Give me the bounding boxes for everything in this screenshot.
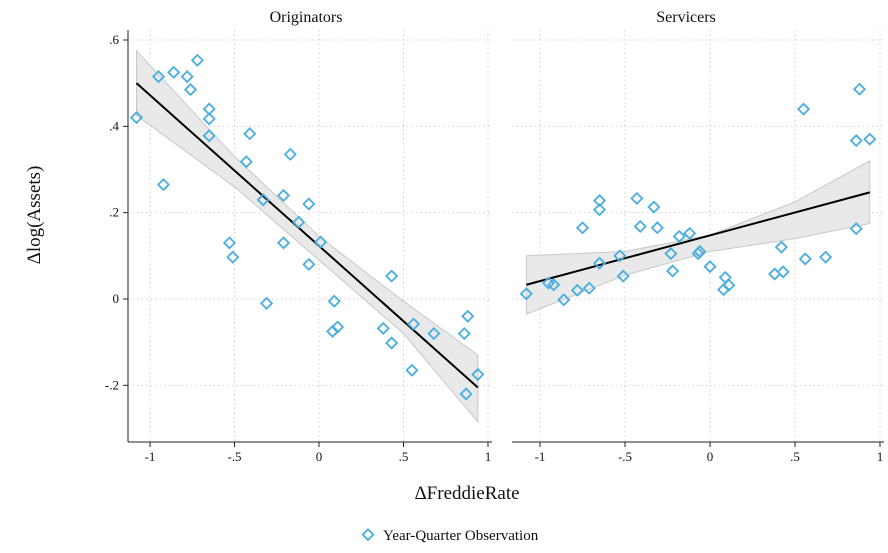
data-point (774, 240, 788, 254)
y-tick-label: .2 (109, 205, 119, 220)
legend-label: Year-Quarter Observation (383, 528, 539, 544)
data-point (202, 129, 216, 143)
data-point (226, 250, 240, 264)
x-tick-label: -.5 (227, 449, 241, 464)
data-point (376, 321, 390, 335)
data-point (256, 193, 270, 207)
data-point (222, 236, 237, 250)
data-point (202, 102, 216, 116)
data-point (302, 257, 316, 272)
x-tick-label: 0 (316, 449, 323, 464)
data-point (664, 247, 678, 261)
legend-marker (361, 528, 375, 542)
x-tick-label: .5 (399, 449, 409, 464)
data-point (243, 127, 257, 141)
data-point (260, 296, 274, 310)
data-point (557, 293, 571, 307)
data-point (239, 155, 253, 169)
data-point (796, 102, 811, 116)
data-point (547, 278, 561, 292)
data-point (385, 336, 399, 350)
data-point (405, 363, 419, 377)
y-tick-label: -.2 (105, 377, 119, 392)
panel-originators: -1 -.5 0 .5 1 -.2 0 .2 .4 .6 Originators (105, 9, 492, 464)
x-tick-label: .5 (790, 449, 800, 464)
data-point (616, 269, 630, 283)
data-point (519, 287, 533, 301)
data-point (575, 221, 590, 235)
data-point (863, 132, 877, 146)
panel-title: Originators (270, 9, 343, 26)
data-point (541, 276, 556, 290)
data-point (852, 82, 867, 96)
fit-line (135, 82, 479, 389)
data-point (459, 387, 473, 401)
data-point (407, 317, 421, 331)
data-point (276, 188, 291, 203)
data-point (327, 294, 341, 308)
data-point (798, 252, 812, 266)
x-axis-title: ΔFreddieRate (414, 483, 519, 504)
data-point (461, 309, 475, 323)
data-point (570, 283, 584, 297)
x-tick-label: -1 (535, 449, 546, 464)
data-point (776, 265, 790, 279)
y-tick-label: 0 (113, 291, 120, 306)
data-point (650, 221, 664, 235)
x-tick-label: 1 (485, 449, 492, 464)
x-tick-label: -.5 (618, 449, 632, 464)
data-point (292, 215, 306, 229)
data-point (283, 147, 297, 161)
data-point (183, 83, 198, 97)
panel-title: Servicers (656, 9, 716, 26)
data-point (331, 320, 345, 334)
fit-line (526, 191, 871, 286)
data-point (630, 191, 644, 205)
x-tick-label: -1 (145, 449, 156, 464)
data-point (202, 112, 216, 126)
data-point (314, 235, 328, 249)
data-point (633, 219, 647, 234)
data-point (129, 111, 144, 125)
data-point (180, 70, 194, 84)
data-point (167, 65, 181, 79)
panel-servicers: -1 -.5 0 .5 1 Servicers (512, 9, 884, 464)
data-point (849, 134, 863, 148)
legend: Year-Quarter Observation (361, 528, 539, 544)
data-point (647, 200, 661, 214)
data-point (190, 53, 204, 67)
data-point (276, 236, 291, 250)
data-point (672, 229, 686, 243)
data-point (703, 260, 717, 274)
data-point (302, 197, 316, 211)
data-point (385, 269, 399, 283)
data-point (592, 194, 607, 208)
confidence-band (525, 160, 871, 315)
data-point (693, 244, 707, 259)
data-point (592, 203, 607, 217)
data-point (457, 326, 471, 341)
data-point (613, 249, 627, 263)
data-point (666, 264, 680, 278)
data-point (819, 250, 833, 264)
data-point (471, 367, 485, 382)
data-point (683, 226, 697, 240)
x-tick-label: 1 (877, 449, 884, 464)
y-axis-title: Δlog(Assets) (24, 166, 45, 265)
data-point (849, 222, 863, 236)
data-point (592, 256, 607, 270)
data-point (722, 278, 736, 292)
data-point (156, 178, 171, 192)
data-point (582, 281, 596, 295)
x-tick-label: 0 (707, 449, 714, 464)
data-point (427, 326, 441, 341)
y-tick-label: .4 (109, 118, 119, 133)
data-point (151, 70, 166, 84)
panels-layer: -1 -.5 0 .5 1 -.2 0 .2 .4 .6 Originators -1 -.5 0 .5 1 S… (105, 9, 884, 464)
y-tick-label: .6 (109, 32, 119, 47)
